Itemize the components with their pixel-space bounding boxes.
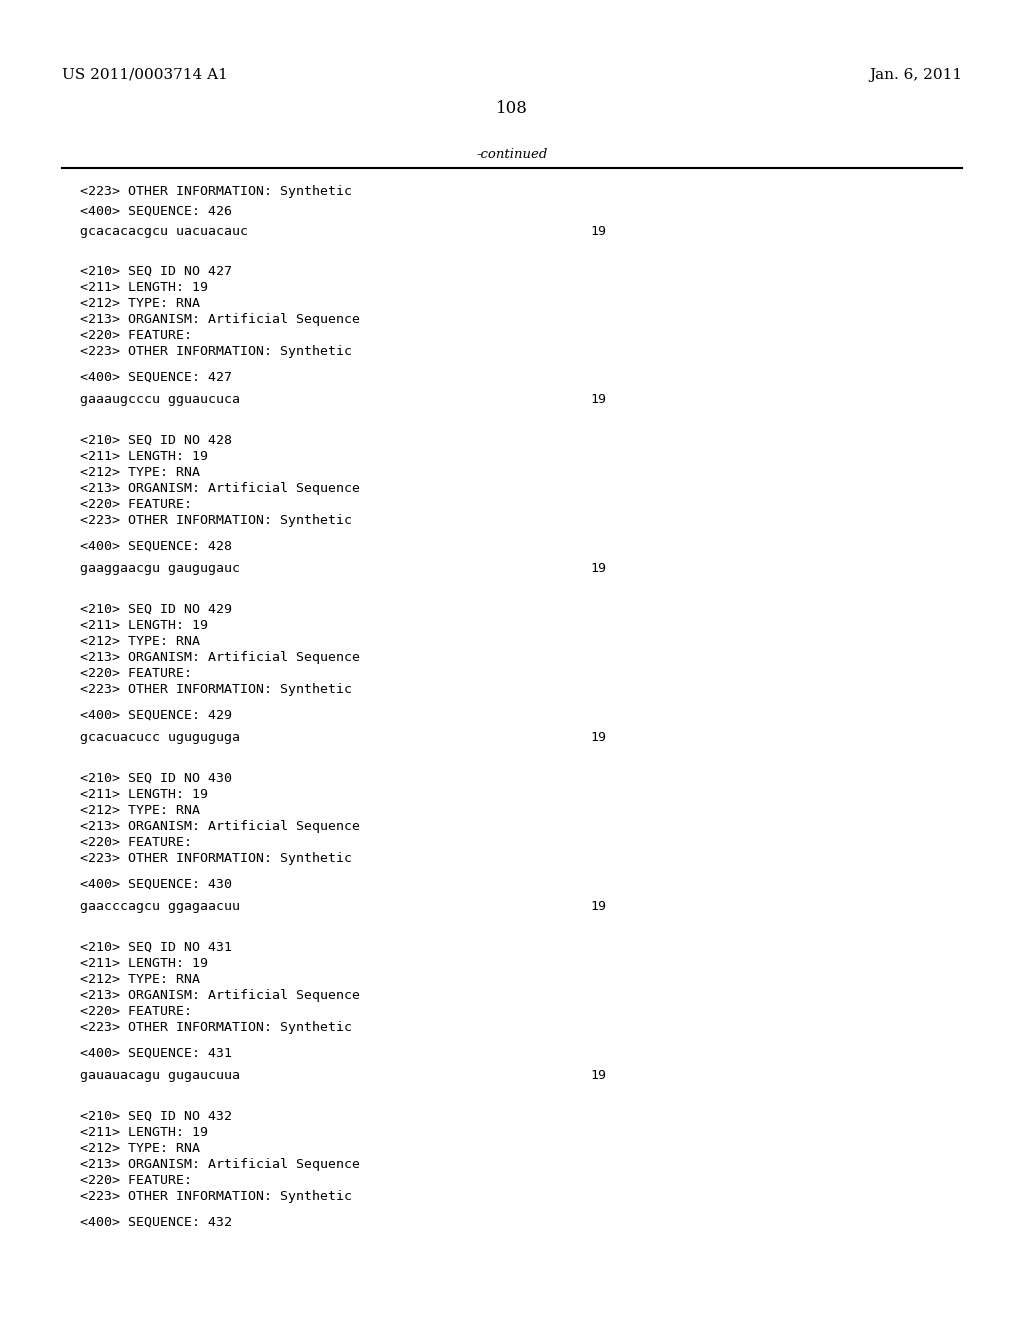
Text: <223> OTHER INFORMATION: Synthetic: <223> OTHER INFORMATION: Synthetic (80, 345, 352, 358)
Text: <210> SEQ ID NO 432: <210> SEQ ID NO 432 (80, 1110, 232, 1123)
Text: <211> LENGTH: 19: <211> LENGTH: 19 (80, 281, 208, 294)
Text: <220> FEATURE:: <220> FEATURE: (80, 1173, 193, 1187)
Text: 19: 19 (590, 393, 606, 407)
Text: gaaaugcccu gguaucuca: gaaaugcccu gguaucuca (80, 393, 240, 407)
Text: <211> LENGTH: 19: <211> LENGTH: 19 (80, 1126, 208, 1139)
Text: <210> SEQ ID NO 427: <210> SEQ ID NO 427 (80, 265, 232, 279)
Text: <210> SEQ ID NO 430: <210> SEQ ID NO 430 (80, 772, 232, 785)
Text: 19: 19 (590, 731, 606, 744)
Text: <400> SEQUENCE: 426: <400> SEQUENCE: 426 (80, 205, 232, 218)
Text: gauauacagu gugaucuua: gauauacagu gugaucuua (80, 1069, 240, 1082)
Text: <210> SEQ ID NO 431: <210> SEQ ID NO 431 (80, 941, 232, 954)
Text: <220> FEATURE:: <220> FEATURE: (80, 836, 193, 849)
Text: <223> OTHER INFORMATION: Synthetic: <223> OTHER INFORMATION: Synthetic (80, 513, 352, 527)
Text: <210> SEQ ID NO 429: <210> SEQ ID NO 429 (80, 603, 232, 616)
Text: <213> ORGANISM: Artificial Sequence: <213> ORGANISM: Artificial Sequence (80, 651, 360, 664)
Text: <213> ORGANISM: Artificial Sequence: <213> ORGANISM: Artificial Sequence (80, 820, 360, 833)
Text: <220> FEATURE:: <220> FEATURE: (80, 667, 193, 680)
Text: 108: 108 (496, 100, 528, 117)
Text: <220> FEATURE:: <220> FEATURE: (80, 329, 193, 342)
Text: <400> SEQUENCE: 430: <400> SEQUENCE: 430 (80, 878, 232, 891)
Text: <212> TYPE: RNA: <212> TYPE: RNA (80, 635, 200, 648)
Text: <213> ORGANISM: Artificial Sequence: <213> ORGANISM: Artificial Sequence (80, 482, 360, 495)
Text: <210> SEQ ID NO 428: <210> SEQ ID NO 428 (80, 434, 232, 447)
Text: <211> LENGTH: 19: <211> LENGTH: 19 (80, 450, 208, 463)
Text: <213> ORGANISM: Artificial Sequence: <213> ORGANISM: Artificial Sequence (80, 313, 360, 326)
Text: <212> TYPE: RNA: <212> TYPE: RNA (80, 1142, 200, 1155)
Text: <212> TYPE: RNA: <212> TYPE: RNA (80, 466, 200, 479)
Text: US 2011/0003714 A1: US 2011/0003714 A1 (62, 69, 228, 82)
Text: <400> SEQUENCE: 431: <400> SEQUENCE: 431 (80, 1047, 232, 1060)
Text: gcacacacgcu uacuacauc: gcacacacgcu uacuacauc (80, 224, 248, 238)
Text: <211> LENGTH: 19: <211> LENGTH: 19 (80, 788, 208, 801)
Text: <223> OTHER INFORMATION: Synthetic: <223> OTHER INFORMATION: Synthetic (80, 185, 352, 198)
Text: 19: 19 (590, 900, 606, 913)
Text: -continued: -continued (476, 148, 548, 161)
Text: <212> TYPE: RNA: <212> TYPE: RNA (80, 973, 200, 986)
Text: 19: 19 (590, 1069, 606, 1082)
Text: <223> OTHER INFORMATION: Synthetic: <223> OTHER INFORMATION: Synthetic (80, 682, 352, 696)
Text: <212> TYPE: RNA: <212> TYPE: RNA (80, 804, 200, 817)
Text: <220> FEATURE:: <220> FEATURE: (80, 498, 193, 511)
Text: gaacccagcu ggagaacuu: gaacccagcu ggagaacuu (80, 900, 240, 913)
Text: <213> ORGANISM: Artificial Sequence: <213> ORGANISM: Artificial Sequence (80, 989, 360, 1002)
Text: <400> SEQUENCE: 427: <400> SEQUENCE: 427 (80, 371, 232, 384)
Text: <211> LENGTH: 19: <211> LENGTH: 19 (80, 957, 208, 970)
Text: gaaggaacgu gaugugauc: gaaggaacgu gaugugauc (80, 562, 240, 576)
Text: <400> SEQUENCE: 428: <400> SEQUENCE: 428 (80, 540, 232, 553)
Text: 19: 19 (590, 224, 606, 238)
Text: gcacuacucc uguguguga: gcacuacucc uguguguga (80, 731, 240, 744)
Text: <223> OTHER INFORMATION: Synthetic: <223> OTHER INFORMATION: Synthetic (80, 1191, 352, 1203)
Text: 19: 19 (590, 562, 606, 576)
Text: <400> SEQUENCE: 432: <400> SEQUENCE: 432 (80, 1216, 232, 1229)
Text: <223> OTHER INFORMATION: Synthetic: <223> OTHER INFORMATION: Synthetic (80, 851, 352, 865)
Text: <213> ORGANISM: Artificial Sequence: <213> ORGANISM: Artificial Sequence (80, 1158, 360, 1171)
Text: <400> SEQUENCE: 429: <400> SEQUENCE: 429 (80, 709, 232, 722)
Text: <220> FEATURE:: <220> FEATURE: (80, 1005, 193, 1018)
Text: <211> LENGTH: 19: <211> LENGTH: 19 (80, 619, 208, 632)
Text: <212> TYPE: RNA: <212> TYPE: RNA (80, 297, 200, 310)
Text: <223> OTHER INFORMATION: Synthetic: <223> OTHER INFORMATION: Synthetic (80, 1020, 352, 1034)
Text: Jan. 6, 2011: Jan. 6, 2011 (869, 69, 962, 82)
